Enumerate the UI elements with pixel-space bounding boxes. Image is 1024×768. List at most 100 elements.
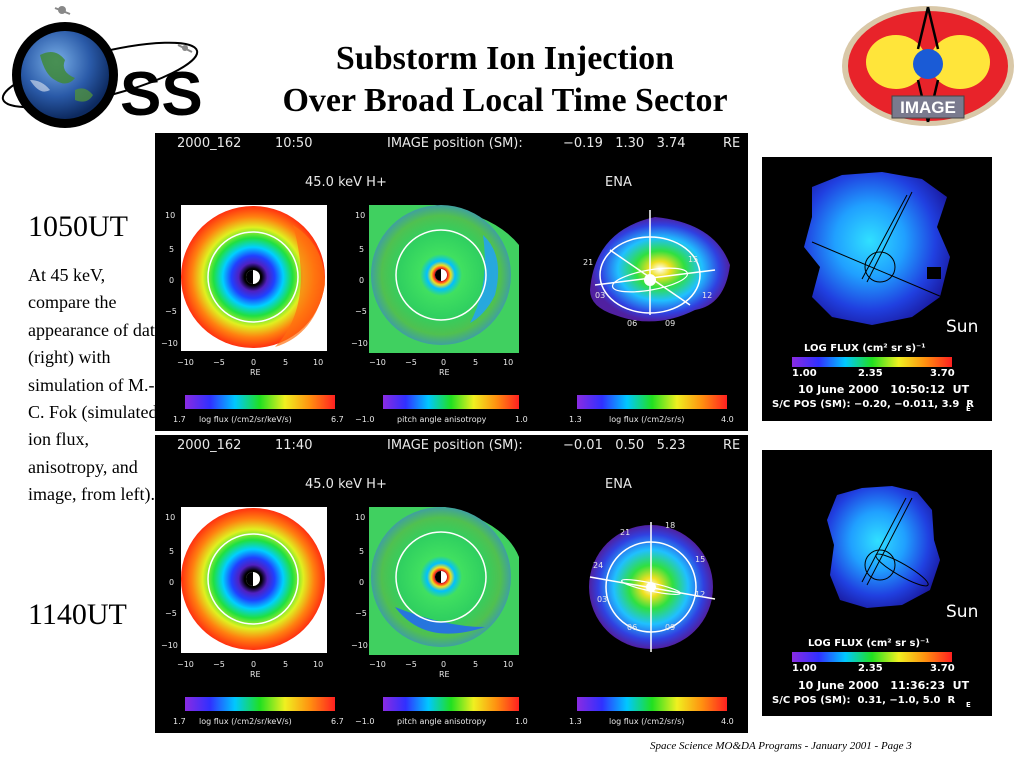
colorbar-flux — [185, 395, 335, 409]
panel-ena-label: ENA — [605, 477, 632, 492]
mlt-label-06: 06 — [627, 623, 638, 632]
colorbar-max: 4.0 — [721, 415, 734, 424]
mlt-label-09: 09 — [665, 623, 676, 632]
x-tick: 5 — [473, 358, 479, 367]
x-tick: 5 — [283, 660, 289, 669]
y-tick: 10 — [165, 513, 176, 522]
colorbar-anisotropy — [383, 697, 519, 711]
colorbar-min: 1.3 — [569, 717, 582, 726]
x-tick: −5 — [213, 660, 225, 669]
colorbar-max: 1.0 — [515, 415, 528, 424]
colorbar-label: LOG FLUX (cm² sr s)⁻¹ — [808, 638, 930, 649]
re-subscript: E — [966, 405, 971, 413]
mlt-label-12: 12 — [702, 291, 713, 300]
panel-position-label: IMAGE position (SM): — [387, 438, 523, 453]
oss-logo-text: SS — [120, 60, 203, 129]
mlt-label-18: 18 — [665, 521, 676, 530]
title-line-2: Over Broad Local Time Sector — [282, 82, 728, 119]
y-tick: 5 — [169, 245, 175, 254]
pitch-angle-anisotropy-plot — [369, 507, 519, 655]
y-tick: −5 — [165, 609, 177, 618]
y-tick: −5 — [165, 307, 177, 316]
panel-ena-label: ENA — [605, 175, 632, 190]
observed-ena-image-1136: Sun LOG FLUX (cm² sr s)⁻¹ 1.00 2.35 3.70… — [762, 450, 992, 716]
panel-position-values: −0.01 0.50 5.23 — [563, 438, 686, 453]
x-tick: 5 — [473, 660, 479, 669]
x-tick: 10 — [313, 358, 324, 367]
colorbar-min: 1.7 — [173, 717, 186, 726]
mlt-label-09: 09 — [665, 319, 676, 328]
x-tick: −10 — [369, 660, 386, 669]
colorbar-max: 6.7 — [331, 717, 344, 726]
x-tick: −10 — [177, 660, 194, 669]
sun-label: Sun — [946, 602, 979, 622]
x-tick: −5 — [405, 660, 417, 669]
x-tick: 0 — [441, 660, 447, 669]
y-tick: 0 — [169, 578, 175, 587]
x-tick: −10 — [177, 358, 194, 367]
mlt-label-12: 12 — [695, 590, 706, 599]
colorbar-min: 1.00 — [792, 368, 817, 379]
observed-ena-image-1050: Sun LOG FLUX (cm² sr s)⁻¹ 1.00 2.35 3.70… — [762, 157, 992, 421]
y-tick: −10 — [351, 641, 368, 650]
panel-energy: 45.0 keV H+ — [305, 477, 387, 492]
x-tick: 10 — [503, 660, 514, 669]
x-tick: −5 — [405, 358, 417, 367]
colorbar-min: 1.00 — [792, 663, 817, 674]
colorbar-ena — [577, 395, 727, 409]
simulation-panel-1050: 2000_162 10:50 IMAGE position (SM): −0.1… — [155, 133, 748, 431]
page-title: Substorm Ion Injection Over Broad Local … — [220, 38, 790, 122]
observation-datetime: 10 June 2000 11:36:23 UT — [798, 679, 970, 692]
colorbar-label: log flux (/cm2/sr/s) — [609, 415, 685, 424]
ion-flux-plot — [181, 507, 327, 653]
colorbar-max: 6.7 — [331, 415, 344, 424]
observation-datetime: 10 June 2000 10:50:12 UT — [798, 383, 970, 396]
y-tick: 10 — [355, 211, 366, 220]
footer-text: Space Science MO&DA Programs - January 2… — [650, 740, 912, 752]
colorbar-mid: 2.35 — [858, 663, 883, 674]
colorbar-label: log flux (/cm2/sr/keV/s) — [199, 717, 292, 726]
colorbar-min: −1.0 — [355, 717, 375, 726]
ion-flux-plot — [181, 205, 327, 351]
colorbar-label: LOG FLUX (cm² sr s)⁻¹ — [804, 343, 926, 354]
y-tick: −10 — [351, 339, 368, 348]
y-tick: 0 — [169, 276, 175, 285]
mlt-label-06: 06 — [627, 319, 638, 328]
x-tick: 10 — [503, 358, 514, 367]
y-tick: 0 — [359, 276, 365, 285]
colorbar-max: 1.0 — [515, 717, 528, 726]
y-tick: −10 — [161, 641, 178, 650]
y-tick: −5 — [355, 307, 367, 316]
sun-label: Sun — [946, 317, 979, 337]
x-tick: 5 — [283, 358, 289, 367]
description-text: At 45 keV, compare the appearance of dat… — [28, 265, 163, 505]
panel-time: 10:50 — [275, 136, 313, 151]
spacecraft-position: S/C POS (SM): −0.20, −0.011, 3.9 R — [772, 399, 974, 410]
panel-time: 11:40 — [275, 438, 313, 453]
x-axis-label: RE — [250, 670, 261, 679]
panel-date: 2000_162 — [177, 136, 242, 151]
x-axis-label: RE — [439, 368, 450, 377]
colorbar-max: 4.0 — [721, 717, 734, 726]
colorbar-max: 3.70 — [930, 663, 955, 674]
colorbar-anisotropy — [383, 395, 519, 409]
x-axis-label: RE — [439, 670, 450, 679]
panel-position-unit: RE — [723, 136, 741, 151]
pitch-angle-anisotropy-plot — [369, 205, 519, 353]
y-tick: 0 — [359, 578, 365, 587]
y-tick: 5 — [359, 547, 365, 556]
x-tick: 10 — [313, 660, 324, 669]
colorbar-flux — [185, 697, 335, 711]
y-tick: 10 — [355, 513, 366, 522]
ut-label-top: 1050UT — [28, 210, 128, 243]
title-line-1: Substorm Ion Injection — [335, 40, 675, 77]
spacecraft-position: S/C POS (SM): 0.31, −1.0, 5.0 R — [772, 695, 956, 706]
simulation-panel-1140: 2000_162 11:40 IMAGE position (SM): −0.0… — [155, 435, 748, 733]
mlt-label-15: 15 — [688, 255, 699, 264]
x-tick: −10 — [369, 358, 386, 367]
colorbar-label: log flux (/cm2/sr/keV/s) — [199, 415, 292, 424]
y-tick: −10 — [161, 339, 178, 348]
colorbar-label: log flux (/cm2/sr/s) — [609, 717, 685, 726]
panel-position-label: IMAGE position (SM): — [387, 136, 523, 151]
image-logo-text: IMAGE — [900, 98, 956, 117]
